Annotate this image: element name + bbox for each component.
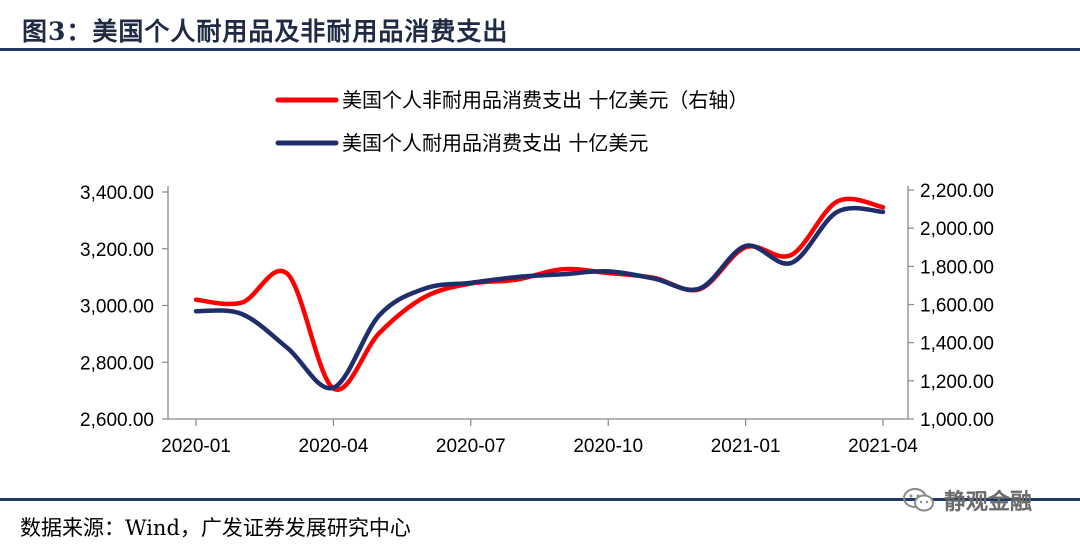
left-tick-label: 3,000.00 — [80, 297, 154, 318]
left-tick-label: 2,800.00 — [80, 353, 154, 374]
right-tick-label: 1,000.00 — [920, 410, 994, 431]
left-tick-label: 2,600.00 — [80, 410, 154, 431]
title-underline — [0, 48, 1080, 51]
watermark: 静观金融 — [902, 482, 1032, 518]
series-line-2 — [193, 205, 886, 391]
right-tick-label: 1,800.00 — [920, 257, 994, 278]
right-tick-label: 1,200.00 — [920, 372, 994, 393]
x-tick-label: 2020-04 — [299, 436, 369, 457]
right-tick-label: 1,600.00 — [920, 296, 994, 317]
x-tick-label: 2020-10 — [573, 436, 643, 457]
right-tick-label: 2,200.00 — [920, 181, 994, 202]
wechat-icon — [903, 488, 934, 512]
watermark-text: 静观金融 — [944, 490, 1033, 515]
legend-label-1: 美国个人非耐用品消费支出 十亿美元（右轴） — [342, 88, 748, 112]
left-tick-label: 3,400.00 — [80, 183, 154, 204]
x-tick-label: 2021-01 — [711, 436, 781, 457]
legend-label-2: 美国个人耐用品消费支出 十亿美元 — [342, 131, 648, 155]
footer-rule — [0, 498, 1080, 501]
left-tick-label: 3,200.00 — [80, 240, 154, 261]
right-tick-label: 1,400.00 — [920, 334, 994, 355]
x-tick-label: 2020-01 — [161, 436, 231, 457]
x-tick-label: 2021-04 — [848, 436, 918, 457]
line-chart: 2,600.00 2,800.00 3,000.00 3,200.00 3,400.00… — [80, 88, 994, 457]
x-tick-label: 2020-07 — [436, 436, 506, 457]
figure-title: 图3：美国个人耐用品及非耐用品消费支出 — [22, 17, 509, 46]
right-tick-label: 2,000.00 — [920, 219, 994, 240]
source-note: 数据来源：Wind，广发证券发展研究中心 — [20, 516, 411, 540]
